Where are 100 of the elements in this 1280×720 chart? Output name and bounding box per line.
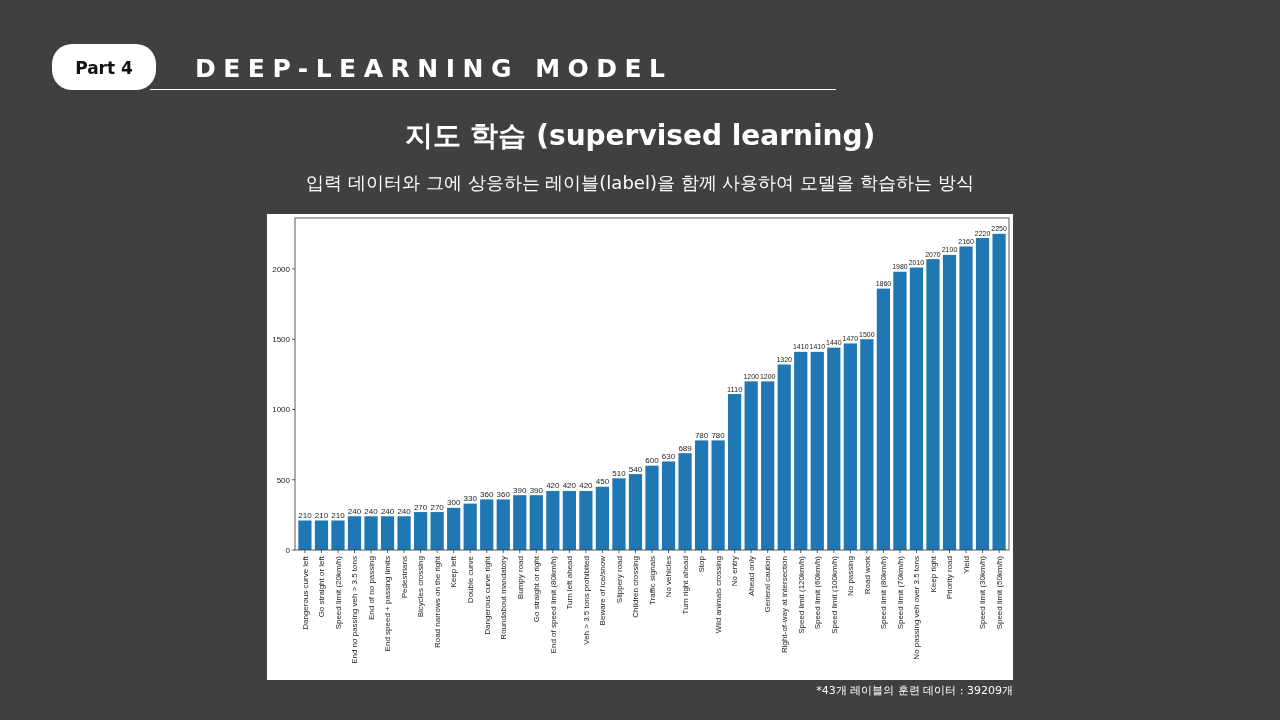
x-tick-label: Bicycles crossing — [416, 556, 426, 618]
data-label: 2010 — [908, 258, 927, 268]
bar — [447, 507, 461, 550]
x-tick-label: Go straight or left — [317, 555, 327, 618]
x-tick-label: Pedestrians — [399, 556, 409, 599]
x-tick-label: Traffic signals — [647, 556, 657, 605]
data-label: 240 — [380, 506, 395, 516]
data-label: 1200 — [759, 371, 778, 381]
x-tick-label: Ahead only — [746, 556, 756, 597]
data-label: 240 — [364, 506, 379, 516]
data-label: 360 — [496, 489, 511, 499]
bar — [645, 465, 659, 550]
bar — [694, 440, 709, 550]
bar — [298, 520, 312, 550]
x-tick-label: Turn left ahead — [565, 556, 575, 610]
bar — [612, 478, 626, 550]
data-label: 1320 — [776, 355, 795, 364]
bar — [331, 520, 345, 550]
data-label: 450 — [595, 477, 610, 487]
data-label: 2100 — [941, 245, 960, 255]
bar — [546, 490, 560, 550]
bar — [959, 246, 973, 550]
text: DEEP-LEARNING MODEL — [195, 54, 673, 83]
bar — [777, 364, 791, 550]
chart-title: 지도 학습 (supervised learning) — [404, 119, 876, 152]
data-label: 240 — [397, 506, 412, 516]
x-tick-label: End no passing veh > 3.5 tons — [350, 556, 360, 664]
x-tick-label: Stop — [697, 555, 707, 573]
data-label: 390 — [529, 485, 544, 495]
y-tick-label: 1500 — [272, 335, 291, 345]
bar — [347, 516, 362, 550]
data-label: 1440 — [826, 338, 844, 348]
bar — [463, 503, 477, 550]
bar — [992, 233, 1006, 550]
x-tick-label: Road work — [862, 555, 872, 595]
bar — [380, 516, 395, 550]
data-label: 600 — [645, 456, 660, 466]
bar — [860, 339, 874, 550]
x-tick-label: Priority road — [945, 556, 955, 600]
bar — [430, 512, 444, 550]
bar — [314, 520, 329, 550]
bar — [810, 351, 824, 550]
data-label: 270 — [413, 502, 428, 512]
bar — [414, 512, 428, 550]
data-label: 360 — [480, 489, 494, 499]
bar — [579, 490, 593, 550]
x-tick-label: Yield — [961, 556, 971, 574]
y-tick-label: 0 — [285, 545, 291, 555]
bar — [893, 271, 907, 550]
data-label: 240 — [347, 506, 362, 516]
x-tick-label: Dangerous curve right — [482, 555, 492, 635]
y-tick-label: 2000 — [272, 264, 291, 274]
bar — [975, 238, 990, 550]
x-tick-label: End of no passing — [366, 556, 376, 621]
data-label: 420 — [579, 481, 594, 491]
bar — [562, 490, 576, 550]
data-label: 780 — [694, 430, 709, 440]
bar — [744, 381, 758, 550]
x-tick-label: Speed limit (50km/h) — [994, 555, 1004, 630]
bar — [761, 381, 775, 550]
x-tick-label: Beware of ice/snow — [598, 555, 608, 626]
y-tick-label: 1000 — [272, 405, 291, 415]
data-label: 689 — [678, 443, 693, 453]
bar — [942, 254, 957, 550]
x-tick-label: Bumpy road — [515, 556, 525, 600]
bar — [876, 288, 890, 550]
bar — [529, 495, 543, 550]
data-label: 1860 — [875, 279, 894, 289]
x-tick-label: General caution — [763, 556, 773, 613]
data-label: 1980 — [892, 262, 910, 272]
x-tick-label: Slippery road — [614, 556, 624, 604]
x-tick-label: No entry — [730, 556, 740, 587]
x-tick-label: Speed limit (30km/h) — [978, 555, 988, 630]
bar — [843, 343, 857, 550]
x-tick-label: Speed limit (80km/h) — [879, 555, 889, 630]
bar — [496, 499, 510, 550]
data-label: 630 — [661, 451, 676, 461]
data-label: 210 — [331, 510, 346, 520]
data-label: 270 — [430, 502, 445, 512]
bar — [513, 495, 527, 550]
x-tick-label: No vehicles — [664, 556, 674, 598]
bar — [661, 461, 676, 550]
bar — [794, 351, 808, 550]
x-tick-label: Wild animals crossing — [713, 556, 723, 634]
data-label: 540 — [628, 464, 643, 474]
data-label: 1500 — [859, 329, 877, 339]
x-tick-label: Speed limit (70km/h) — [895, 555, 905, 630]
x-tick-label: Double curve — [465, 555, 475, 604]
data-label: 300 — [446, 498, 461, 508]
data-label: 420 — [562, 481, 577, 491]
data-label: 2250 — [991, 224, 1010, 234]
x-tick-label: Speed limit (120km/h) — [796, 555, 806, 634]
x-tick-label: Keep right — [928, 555, 938, 593]
bar — [480, 499, 494, 550]
data-label: 780 — [711, 430, 726, 440]
data-label: 330 — [463, 494, 478, 504]
text: Part 4 — [75, 58, 134, 78]
x-tick-label: Go straight or right — [532, 555, 542, 623]
x-tick-label: No passing veh over 3.5 tons — [912, 556, 922, 660]
x-tick-label: Dangerous curve left — [300, 555, 310, 630]
